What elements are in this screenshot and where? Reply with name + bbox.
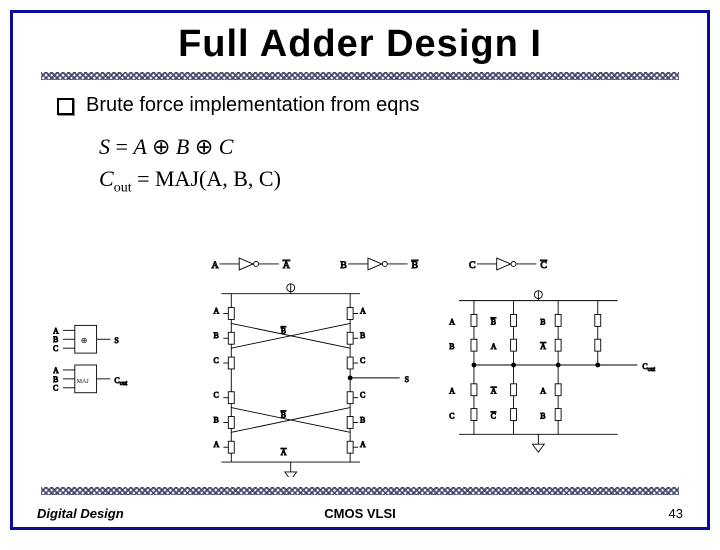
bullet-item: Brute force implementation from eqns [57,94,707,117]
sum-circuit: A A B B C C [213,284,409,477]
equations-block: S = A ⊕ B ⊕ C Cout = MAJ(A, B, C) [99,131,707,199]
svg-text:B: B [491,317,496,326]
svg-text:C: C [469,260,476,271]
svg-text:A: A [491,387,497,396]
equation-1: S = A ⊕ B ⊕ C [99,131,707,163]
svg-text:A: A [449,317,455,326]
svg-text:C: C [491,411,496,420]
diagram-svg: A A B B C [53,253,677,477]
svg-text:C: C [213,356,218,365]
svg-text:S: S [114,336,118,345]
svg-text:A: A [540,387,546,396]
svg-text:C: C [53,384,58,393]
equation-2: Cout = MAJ(A, B, C) [99,163,707,199]
cout-circuit: A B B B A A A A A C [449,291,655,452]
top-separator [41,72,679,80]
svg-text:A: A [540,342,546,351]
inverter-row: A A B B C [211,258,547,271]
svg-text:A: A [360,440,366,449]
svg-text:C: C [360,391,365,400]
svg-text:A: A [449,387,455,396]
svg-text:A: A [360,306,366,315]
svg-text:B: B [540,317,545,326]
svg-text:Cout: Cout [642,362,655,373]
svg-text:B: B [53,375,58,384]
svg-text:A: A [281,448,287,457]
svg-text:C: C [213,391,218,400]
svg-text:C: C [53,344,58,353]
block-diagram: A B C ⊕ S A B C MAJ Cout [53,325,128,392]
svg-text:⊕: ⊕ [81,336,88,345]
svg-text:S: S [405,375,409,384]
svg-text:A: A [213,440,219,449]
svg-text:A: A [213,306,219,315]
bullet-marker [57,98,74,115]
svg-text:B: B [53,335,58,344]
svg-text:Cout: Cout [114,376,127,387]
svg-text:B: B [213,331,218,340]
svg-text:A: A [53,326,59,335]
svg-text:B: B [360,331,365,340]
svg-text:B: B [340,260,347,271]
svg-text:B: B [360,415,365,424]
svg-text:C: C [449,411,454,420]
svg-text:B: B [213,415,218,424]
slide-title: Full Adder Design I [13,23,707,66]
svg-text:A: A [491,342,497,351]
footer: Digital Design CMOS VLSI 43 [13,506,707,521]
bullet-text: Brute force implementation from eqns [86,94,420,117]
svg-text:B: B [281,410,286,419]
svg-text:B: B [281,326,286,335]
svg-text:B: B [449,342,454,351]
footer-center: CMOS VLSI [13,506,707,521]
bottom-separator [41,487,679,495]
svg-text:MAJ: MAJ [77,379,90,385]
svg-text:A: A [211,260,219,271]
circuit-diagrams: A A B B C [53,253,677,477]
svg-text:B: B [412,260,419,271]
svg-text:B: B [540,411,545,420]
svg-text:A: A [283,260,291,271]
svg-text:C: C [540,260,547,271]
svg-text:C: C [360,356,365,365]
svg-text:A: A [53,366,59,375]
